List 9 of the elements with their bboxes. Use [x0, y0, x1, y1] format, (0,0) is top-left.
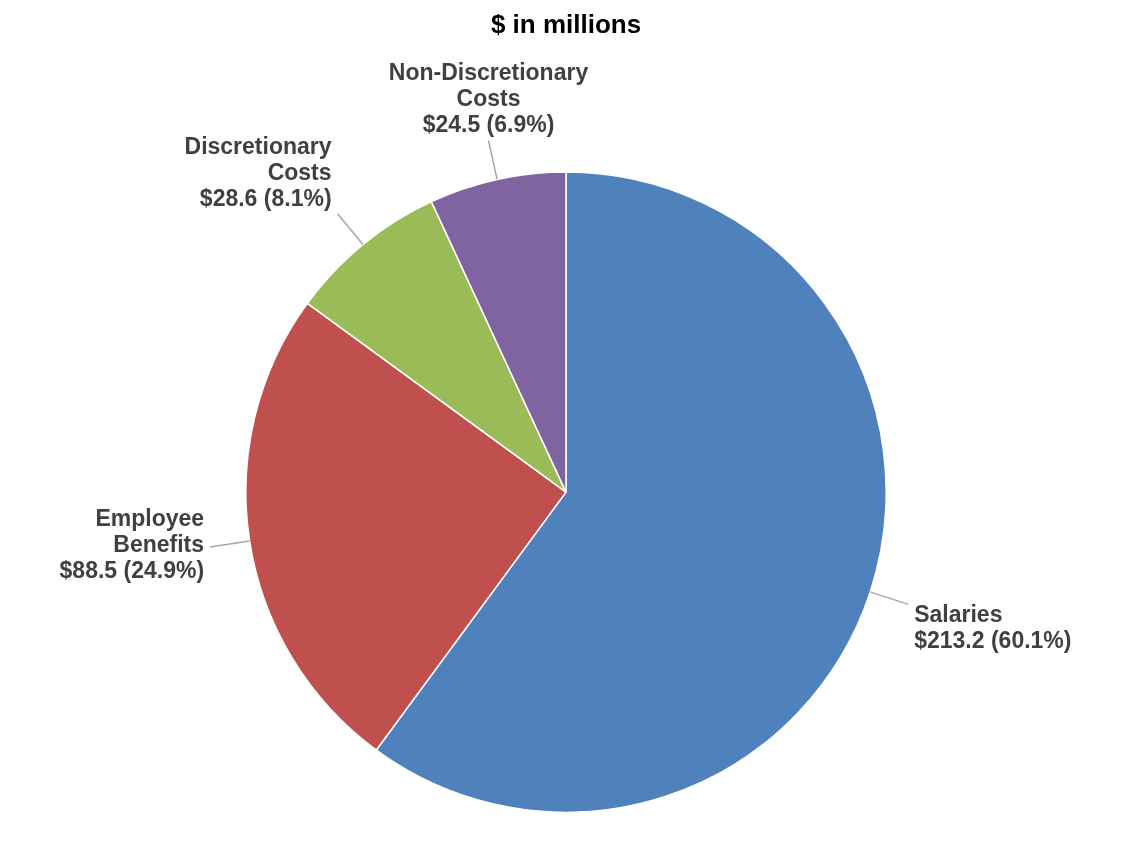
slice-label: Employee Benefits [95, 504, 205, 557]
slice-label: Discretionary Costs [184, 132, 332, 185]
data-label: $213.2 (60.1%) [914, 627, 1072, 654]
data-label: $88.5 (24.9%) [59, 556, 205, 583]
chart-title: $ in millions [490, 8, 642, 39]
data-label: $28.6 (8.1%) [199, 184, 332, 211]
slice-label: Non-Discretionary Costs [388, 59, 589, 112]
data-label: $24.5 (6.9%) [422, 111, 555, 138]
slice-label: Salaries [914, 601, 1003, 628]
